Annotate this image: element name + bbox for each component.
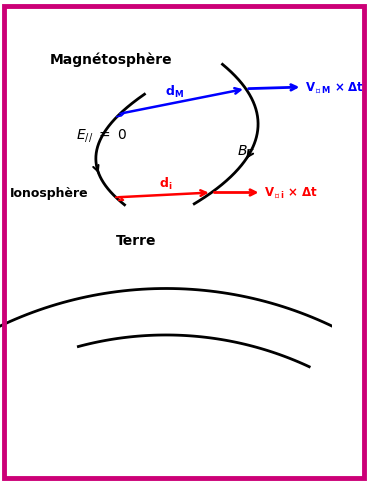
Text: $\mathbf{V_{\perp M}}$ $\mathbf{\times\ \Delta t}$: $\mathbf{V_{\perp M}}$ $\mathbf{\times\ … bbox=[305, 79, 364, 94]
Text: $\mathbf{d_M}$: $\mathbf{d_M}$ bbox=[165, 84, 184, 100]
Text: Terre: Terre bbox=[116, 234, 157, 248]
Text: $E_{//}\ =\ 0$: $E_{//}\ =\ 0$ bbox=[77, 127, 128, 144]
Text: Magnétosphère: Magnétosphère bbox=[50, 53, 173, 67]
Text: Ionosphère: Ionosphère bbox=[10, 187, 89, 200]
Text: $\mathbf{d_i}$: $\mathbf{d_i}$ bbox=[159, 176, 172, 192]
Text: $\mathbf{V_{\perp i}}$ $\mathbf{\times\ \Delta t}$: $\mathbf{V_{\perp i}}$ $\mathbf{\times\ … bbox=[264, 185, 318, 200]
Text: $B_T$: $B_T$ bbox=[237, 144, 255, 160]
